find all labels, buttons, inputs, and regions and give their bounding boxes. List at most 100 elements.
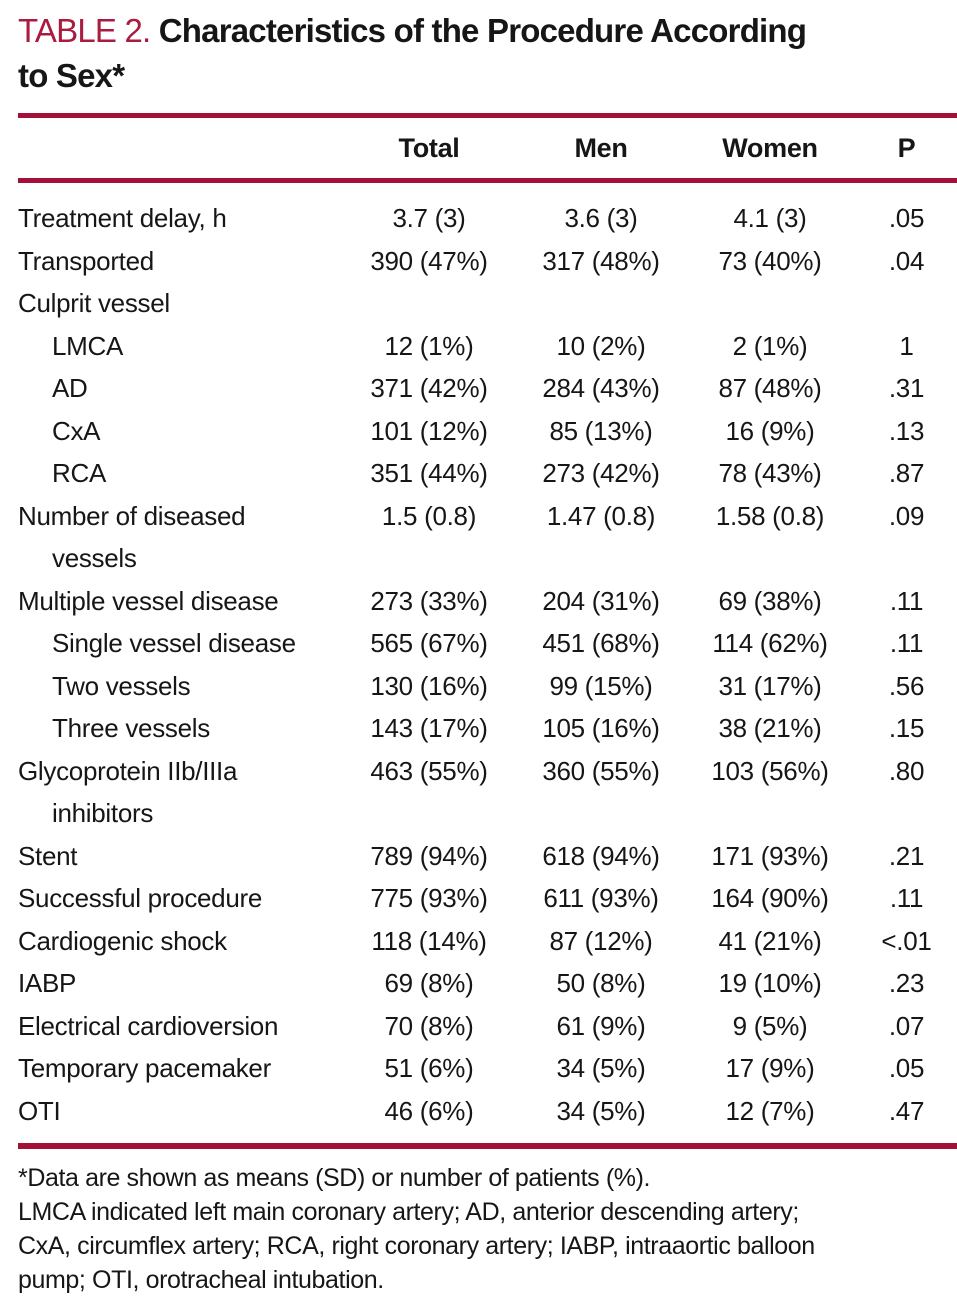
column-header-p: P — [856, 118, 957, 183]
row-label: Culprit vessel — [18, 288, 170, 318]
cell-total: 70 (8%) — [384, 1010, 474, 1041]
row-label: RCA — [52, 458, 106, 488]
cell-men: 85 (13%) — [549, 415, 653, 446]
cell-men: 360 (55%) — [542, 755, 660, 786]
divider-top — [18, 113, 957, 118]
cell-men: 317 (48%) — [542, 245, 660, 276]
row-label-cell: Glycoprotein IIb/IIIa inhibitors — [18, 750, 340, 835]
title-line-2: to Sex* — [18, 53, 957, 98]
table-row: Temporary pacemaker 51 (6%) 34 (5%) 17 (9%)… — [18, 1047, 957, 1090]
footnote-data-note: *Data are shown as means (SD) or number … — [18, 1164, 651, 1192]
divider-bottom — [18, 1143, 957, 1149]
table-row: Culprit vessel — [18, 282, 957, 325]
cell-women: 17 (9%) — [725, 1053, 815, 1083]
row-label: Number of diseased — [18, 500, 246, 531]
row-label: Electrical cardioversion — [18, 1010, 279, 1041]
cell-men: 618 (94%) — [542, 840, 660, 871]
row-label-cell: Single vessel disease — [18, 622, 340, 665]
cell-p: .11 — [889, 883, 924, 913]
table-number-tag: TABLE 2. — [18, 12, 151, 49]
cell-men: 61 (9%) — [556, 1010, 646, 1041]
cell-total: 789 (94%) — [370, 840, 488, 871]
row-label: Cardiogenic shock — [18, 925, 227, 956]
row-label: LMCA — [52, 330, 124, 361]
cell-women: 87 (48%) — [718, 373, 822, 403]
table-row: Treatment delay, h 3.7 (3) 3.6 (3) 4.1 (3).… — [18, 181, 957, 240]
cell-total: 371 (42%) — [370, 373, 488, 403]
cell-total: 1.5 (0.8) — [381, 500, 477, 531]
cell-p: .05 — [888, 1053, 925, 1083]
footnote-abbreviations-line: pump; OTI, orotracheal intubation. — [18, 1266, 384, 1294]
row-label-cell: Cardiogenic shock — [18, 920, 340, 963]
row-label-cell: IABP — [18, 962, 340, 1005]
cell-total: 143 (17%) — [370, 713, 488, 743]
cell-total — [340, 282, 518, 325]
row-label: Single vessel disease — [52, 628, 296, 658]
row-label-continuation: inhibitors — [52, 798, 154, 828]
cell-men: 204 (31%) — [542, 585, 660, 616]
table-row: Successful procedure 775 (93%) 611 (93%) 16… — [18, 877, 957, 920]
cell-total: 51 (6%) — [384, 1053, 474, 1083]
row-label-cell: AD — [18, 367, 340, 410]
cell-women: 19 (10%) — [718, 968, 822, 998]
cell-total: 118 (14%) — [371, 925, 487, 956]
cell-total: 463 (55%) — [370, 755, 488, 786]
title-text-1: Characteristics of the Procedure Accordi… — [158, 12, 807, 49]
cell-women: 171 (93%) — [711, 840, 829, 871]
row-label: Transported — [18, 245, 154, 276]
cell-women: 16 (9%) — [725, 415, 815, 446]
cell-women: 4.1 (3) — [733, 203, 807, 233]
row-label: CxA — [52, 415, 101, 446]
cell-men: 273 (42%) — [542, 458, 660, 488]
cell-men: 1.47 (0.8) — [546, 500, 656, 531]
cell-p: .07 — [888, 1010, 925, 1041]
cell-women: 9 (5%) — [732, 1010, 808, 1041]
table-row: AD 371 (42%) 284 (43%) 87 (48%) .31 — [18, 367, 957, 410]
cell-women: 31 (17%) — [718, 670, 822, 701]
cell-p: .13 — [888, 415, 925, 446]
cell-women: 41 (21%) — [718, 925, 822, 956]
cell-total: 351 (44%) — [370, 458, 488, 488]
table-row: OTI 46 (6%) 34 (5%) 12 (7%) .47 — [18, 1090, 957, 1133]
row-label-cell: Three vessels — [18, 707, 340, 750]
table-row: CxA 101 (12%) 85 (13%) 16 (9%) .13 — [18, 410, 957, 453]
cell-women: 78 (43%) — [718, 458, 822, 488]
header-row: Total Men Women P — [18, 118, 957, 183]
row-label: OTI — [18, 1095, 61, 1126]
cell-p: .15 — [888, 713, 925, 743]
page-title: TABLE 2. Characteristics of the Procedur… — [18, 8, 957, 98]
row-label-cell: Stent — [18, 835, 340, 878]
row-label-cell: Transported — [18, 240, 340, 283]
cell-p: .47 — [888, 1095, 925, 1126]
table-row: Cardiogenic shock 118 (14%) 87 (12%) 41 (21… — [18, 920, 957, 963]
table-row: Three vessels 143 (17%) 105 (16%) 38 (21%).… — [18, 707, 957, 750]
row-label-cell: OTI — [18, 1090, 340, 1133]
row-label-cell: Number of diseased vessels — [18, 495, 340, 580]
cell-p: .80 — [888, 755, 925, 786]
cell-p: .11 — [889, 628, 924, 658]
cell-women: 164 (90%) — [711, 883, 829, 913]
cell-men: 10 (2%) — [556, 330, 646, 361]
cell-men: 105 (16%) — [542, 713, 660, 743]
row-label: Multiple vessel disease — [18, 585, 279, 616]
cell-p: 1 — [899, 330, 914, 361]
header-spacer — [18, 118, 340, 183]
title-line-1: TABLE 2. Characteristics of the Procedur… — [18, 8, 957, 53]
row-label: Successful procedure — [18, 883, 263, 913]
cell-total: 46 (6%) — [384, 1095, 474, 1126]
cell-men: 50 (8%) — [556, 968, 646, 998]
footnote-abbreviations-line: CxA, circumflex artery; RCA, right coron… — [18, 1232, 815, 1260]
cell-women: 38 (21%) — [718, 713, 822, 743]
row-label: Two vessels — [52, 670, 191, 701]
cell-women: 12 (7%) — [725, 1095, 815, 1126]
cell-men: 34 (5%) — [556, 1095, 646, 1126]
cell-women — [684, 282, 856, 325]
row-label: Temporary pacemaker — [18, 1053, 271, 1083]
cell-p: .09 — [888, 500, 925, 531]
table-row: Electrical cardioversion 70 (8%) 61 (9%) 9 … — [18, 1005, 957, 1048]
cell-men: 99 (15%) — [549, 670, 653, 701]
cell-men: 611 (93%) — [543, 883, 659, 913]
cell-total: 565 (67%) — [370, 628, 488, 658]
data-table: Total Men Women P Treatment delay, h 3.7 … — [18, 118, 957, 1132]
row-label-continuation: vessels — [52, 543, 137, 573]
